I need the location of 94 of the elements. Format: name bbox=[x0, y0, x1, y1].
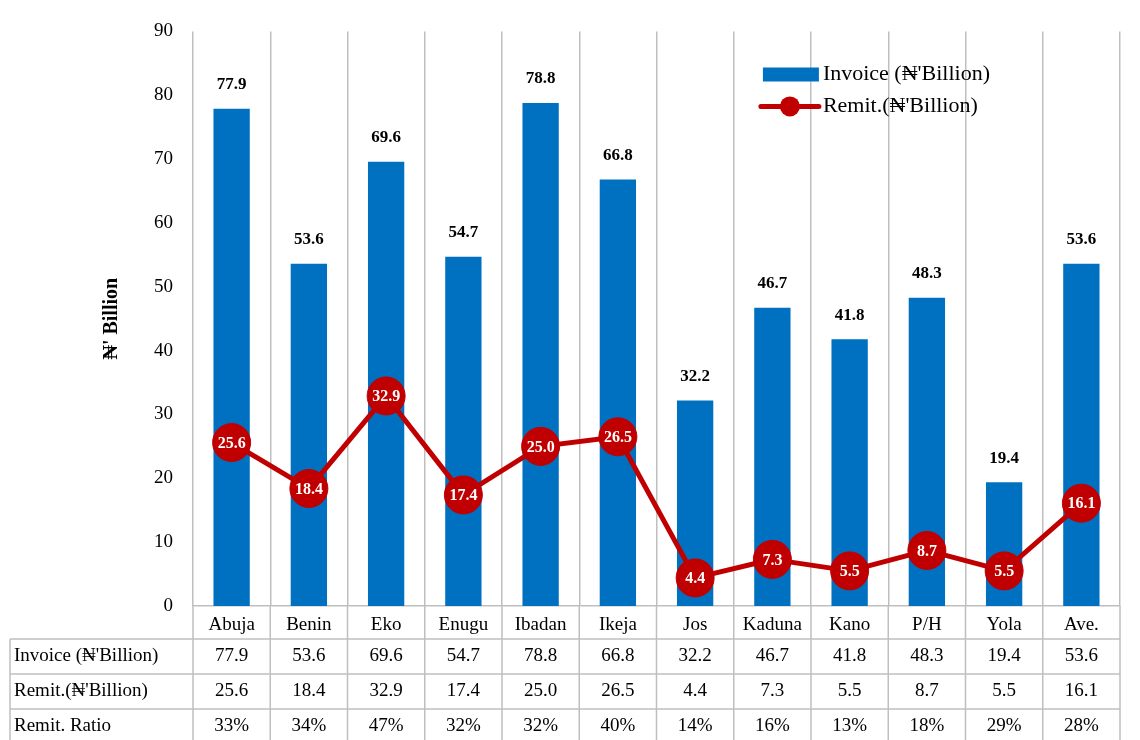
text: 13% bbox=[832, 714, 868, 736]
data-label: 53.6 bbox=[1064, 644, 1098, 666]
text: Remit. Ratio bbox=[14, 714, 112, 736]
data-label: 69.6 bbox=[369, 644, 403, 666]
bar bbox=[599, 179, 637, 606]
text: 5.5 bbox=[839, 562, 860, 580]
data-label: 46.7 bbox=[755, 644, 789, 666]
legend-label: Remit.(₦'Billion) bbox=[822, 92, 978, 118]
x-tick-label: Abuja bbox=[208, 613, 256, 635]
y-tick-label: 80 bbox=[154, 83, 173, 105]
x-tick-label: Enugu bbox=[438, 613, 489, 635]
data-label: 16.1 bbox=[1064, 679, 1098, 701]
data-label: 18.4 bbox=[292, 679, 326, 701]
text: 66.8 bbox=[603, 144, 633, 164]
text: 33% bbox=[214, 714, 250, 736]
data-label: 54.7 bbox=[446, 644, 480, 666]
data-label: 17.4 bbox=[446, 679, 481, 701]
text: 47% bbox=[368, 714, 404, 736]
y-tick-label: 40 bbox=[154, 338, 173, 360]
text: 14% bbox=[677, 714, 713, 736]
text: 53.6 bbox=[1066, 229, 1097, 249]
y-tick-label: 20 bbox=[154, 466, 173, 488]
data-label: 32.2 bbox=[678, 644, 712, 666]
text: 40% bbox=[600, 714, 636, 736]
data-label: 25.6 bbox=[215, 679, 249, 701]
text: 8.7 bbox=[916, 541, 937, 559]
text: 25.0 bbox=[526, 437, 555, 455]
x-tick-label: Ikeja bbox=[598, 613, 638, 635]
x-tick-label: Kaduna bbox=[742, 613, 803, 635]
data-label: 5.5 bbox=[837, 679, 862, 701]
text: Remit.(₦'Billion) bbox=[14, 679, 148, 701]
text: 16% bbox=[754, 714, 790, 736]
bar bbox=[522, 102, 559, 606]
text: 19.4 bbox=[989, 447, 1019, 467]
x-tick-label: Benin bbox=[286, 613, 333, 635]
x-tick-label: P/H bbox=[912, 613, 942, 635]
y-tick-label: 70 bbox=[154, 147, 173, 169]
text: 32.9 bbox=[372, 387, 401, 405]
data-label: 41.8 bbox=[833, 644, 867, 666]
text: 78.8 bbox=[525, 68, 556, 88]
data-label: 19.4 bbox=[987, 644, 1022, 666]
text: 46.7 bbox=[757, 273, 788, 293]
y-tick-label: 10 bbox=[154, 530, 173, 552]
text: 18% bbox=[909, 714, 945, 736]
data-label: 32.9 bbox=[369, 679, 403, 701]
text: 32% bbox=[523, 714, 559, 736]
text: 4.4 bbox=[685, 569, 706, 587]
bar bbox=[1063, 263, 1100, 606]
text: Invoice (₦'Billion) bbox=[14, 644, 159, 666]
bar bbox=[445, 256, 482, 606]
text: 29% bbox=[986, 714, 1022, 736]
text: 34% bbox=[291, 714, 327, 736]
data-label: 26.5 bbox=[601, 679, 635, 701]
text: 77.9 bbox=[216, 74, 247, 94]
text: 32% bbox=[445, 714, 481, 736]
data-label: 5.5 bbox=[992, 679, 1016, 701]
text: 28% bbox=[1063, 714, 1099, 736]
data-label: 7.3 bbox=[760, 679, 785, 701]
x-tick-label: Jos bbox=[682, 613, 708, 635]
data-label: 78.8 bbox=[524, 644, 558, 666]
text: 25.6 bbox=[217, 433, 246, 451]
data-label: 48.3 bbox=[910, 644, 944, 666]
text: 7.3 bbox=[762, 550, 783, 568]
y-tick-label: 30 bbox=[154, 402, 173, 424]
x-tick-label: Kano bbox=[829, 613, 871, 635]
text: 54.7 bbox=[448, 222, 479, 242]
data-label: 66.8 bbox=[601, 644, 635, 666]
text: 18.4 bbox=[294, 479, 323, 497]
data-label: 8.7 bbox=[915, 679, 939, 701]
y-tick-label: 90 bbox=[154, 19, 173, 41]
data-label: 77.9 bbox=[215, 644, 249, 666]
bar bbox=[367, 161, 405, 606]
text: 48.3 bbox=[912, 263, 942, 283]
data-label: 25.0 bbox=[524, 679, 558, 701]
bar bbox=[213, 108, 250, 606]
data-label: 4.4 bbox=[683, 679, 708, 701]
legend-label: Invoice (₦'Billion) bbox=[822, 60, 991, 86]
y-tick-label: 0 bbox=[163, 593, 173, 615]
text: 17.4 bbox=[449, 486, 478, 504]
text: 16.1 bbox=[1067, 494, 1096, 512]
text: 53.6 bbox=[294, 229, 324, 249]
text: 26.5 bbox=[603, 427, 632, 445]
y-tick-label: 60 bbox=[154, 210, 173, 232]
x-tick-label: Yola bbox=[986, 613, 1023, 635]
text: 32.2 bbox=[680, 365, 710, 385]
x-tick-label: Ibadan bbox=[514, 613, 567, 635]
x-tick-label: Ave. bbox=[1063, 613, 1099, 635]
text: 5.5 bbox=[994, 562, 1015, 580]
y-tick-label: 50 bbox=[154, 274, 173, 296]
text: 41.8 bbox=[834, 304, 865, 324]
y-axis-title: ₦' Billion bbox=[99, 277, 122, 360]
data-label: 53.6 bbox=[292, 644, 326, 666]
x-tick-label: Eko bbox=[370, 613, 402, 635]
text: 69.6 bbox=[371, 127, 401, 147]
